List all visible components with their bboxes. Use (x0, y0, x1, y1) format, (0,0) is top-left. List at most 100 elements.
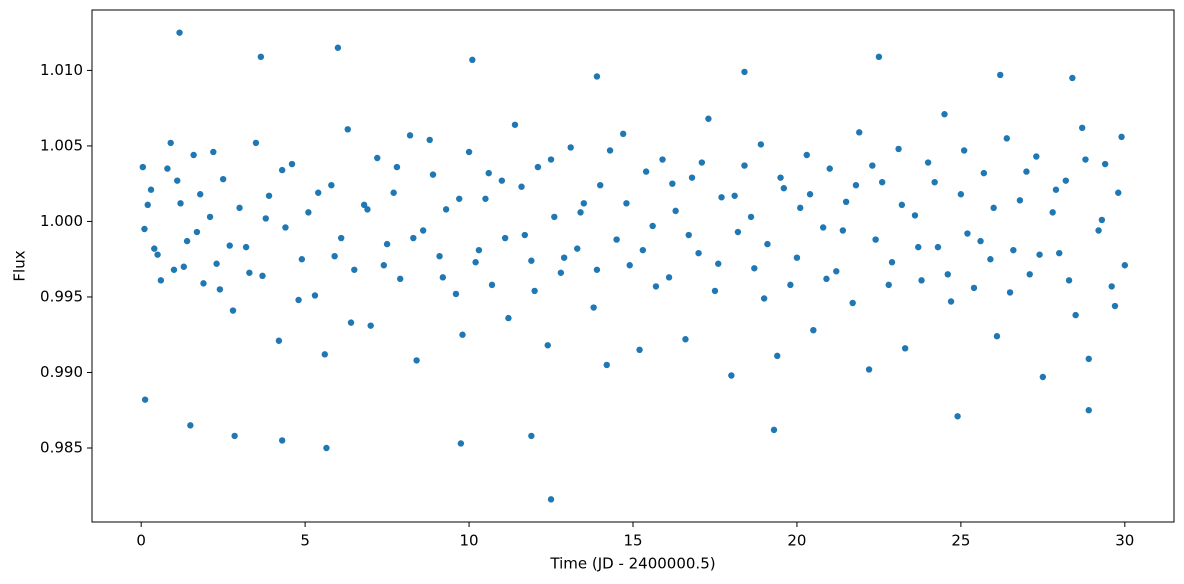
data-point (1003, 135, 1010, 142)
data-point (757, 141, 765, 148)
data-point (151, 245, 158, 252)
data-point (1082, 156, 1089, 163)
data-point (278, 437, 286, 444)
data-point (901, 345, 909, 352)
data-point (187, 422, 194, 429)
data-point (344, 126, 351, 133)
data-point (915, 243, 922, 251)
data-point (380, 262, 388, 269)
data-point (528, 257, 535, 264)
data-point (206, 213, 214, 221)
data-point (1078, 124, 1086, 132)
data-point (941, 111, 948, 118)
data-point (231, 432, 238, 440)
data-point (875, 53, 883, 61)
data-point (711, 287, 719, 295)
data-point (954, 413, 961, 420)
data-point (636, 346, 643, 354)
data-point (734, 228, 742, 236)
data-point (439, 274, 447, 281)
data-point (1006, 289, 1014, 296)
data-point (872, 236, 879, 243)
data-point (688, 174, 696, 181)
x-tick-label: 0 (136, 532, 146, 550)
data-point (469, 56, 476, 64)
data-point (669, 180, 676, 187)
data-point (347, 319, 355, 326)
data-point (997, 71, 1004, 79)
data-point (741, 162, 748, 169)
data-point (613, 236, 620, 243)
data-point (367, 322, 374, 329)
data-point (190, 151, 197, 159)
data-point (176, 29, 183, 36)
data-point (623, 200, 630, 207)
data-point (980, 169, 988, 177)
data-point (977, 237, 984, 245)
data-point (931, 178, 938, 186)
data-point (200, 280, 207, 287)
y-tick-label: 0.985 (40, 438, 83, 456)
data-point (485, 169, 492, 177)
data-point (1101, 160, 1109, 168)
data-point (987, 256, 994, 263)
data-point (426, 136, 433, 144)
data-point (498, 177, 506, 184)
data-point (593, 266, 601, 273)
y-tick-label: 0.990 (40, 363, 83, 381)
data-point (213, 260, 220, 267)
data-point (154, 251, 161, 258)
data-point (442, 206, 450, 213)
data-point (659, 156, 666, 163)
y-tick-label: 1.000 (40, 212, 83, 230)
data-point (183, 237, 191, 245)
data-point (731, 192, 738, 199)
data-point (649, 222, 656, 230)
data-point (574, 245, 581, 252)
data-point (331, 252, 338, 260)
data-point (1026, 271, 1033, 278)
data-point (911, 212, 919, 219)
data-point (141, 396, 149, 403)
data-point (157, 277, 165, 284)
data-point (547, 156, 555, 163)
data-point (164, 165, 171, 172)
data-point (642, 168, 650, 175)
data-point (180, 263, 188, 270)
data-point (334, 44, 342, 51)
data-point (311, 292, 319, 299)
data-point (257, 53, 265, 61)
data-point (793, 254, 801, 261)
data-point (534, 163, 542, 171)
data-point (849, 299, 856, 307)
data-point (839, 227, 847, 234)
x-tick-label: 30 (1115, 532, 1134, 550)
data-point (410, 234, 417, 242)
data-point (397, 275, 404, 283)
data-point (413, 357, 420, 364)
data-point (226, 242, 233, 249)
data-point (898, 201, 906, 209)
data-point (895, 145, 902, 153)
data-point (993, 333, 1001, 340)
data-point (236, 204, 243, 212)
data-point (511, 121, 519, 128)
data-point (626, 262, 633, 269)
data-point (741, 68, 748, 76)
data-point (695, 249, 702, 257)
data-point (1111, 302, 1119, 310)
data-point (777, 174, 784, 181)
data-point (321, 351, 328, 358)
data-point (278, 166, 286, 174)
data-point (288, 160, 296, 168)
data-point (337, 234, 345, 242)
data-point (193, 228, 201, 236)
data-point (924, 159, 932, 166)
data-point (819, 224, 827, 231)
y-tick-label: 1.005 (40, 136, 83, 154)
data-point (878, 178, 886, 186)
data-point (1056, 249, 1063, 257)
data-point (216, 286, 224, 293)
data-point (465, 148, 473, 156)
data-point (934, 243, 942, 251)
